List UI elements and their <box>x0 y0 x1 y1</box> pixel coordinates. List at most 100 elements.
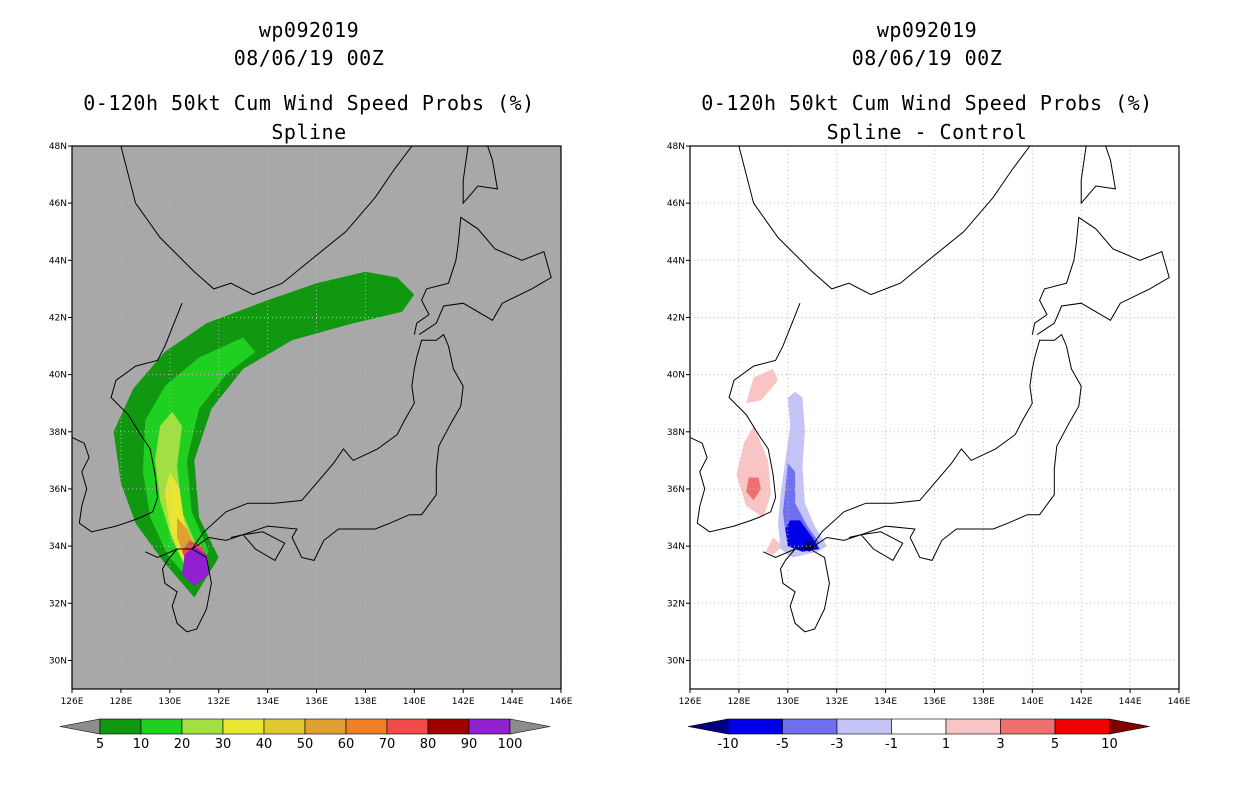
coastline <box>738 146 1031 296</box>
x-tick-label: 136E <box>923 697 946 707</box>
y-tick-label: 30N <box>49 656 67 666</box>
coastline <box>72 303 183 533</box>
y-tick-label: 46N <box>49 199 67 209</box>
y-tick-label: 42N <box>49 313 67 323</box>
coastline <box>191 333 464 561</box>
colorbar-label: 70 <box>379 737 396 752</box>
x-tick-label: 144E <box>1119 697 1142 707</box>
colorbar-box <box>945 718 1001 735</box>
coastline <box>763 548 830 633</box>
colorbar-label: 50 <box>297 737 314 752</box>
colorbar-box <box>727 718 783 735</box>
y-tick-label: 36N <box>667 485 685 495</box>
right-chart-panel: wp092019 08/06/19 00Z 0-120h 50kt Cum Wi… <box>618 0 1236 800</box>
colorbar-box <box>468 718 511 735</box>
colorbar-box <box>222 718 265 735</box>
colorbar-box <box>836 718 892 735</box>
x-tick-label: 138E <box>972 697 995 707</box>
x-tick-label: 134E <box>874 697 897 707</box>
y-tick-label: 40N <box>49 371 67 381</box>
colorbar-box <box>386 718 429 735</box>
difference-map: 126E 128E 130E 132E 134E 136E 138E 140E 142E 144E… <box>667 142 1191 752</box>
contour-region <box>746 477 761 501</box>
colorbar-box <box>263 718 306 735</box>
x-tick-label: 128E <box>109 697 132 707</box>
y-tick-label: 42N <box>667 313 685 323</box>
chart-title-metric: 0-120h 50kt Cum Wind Speed Probs (%) <box>701 91 1153 115</box>
x-tick-label: 138E <box>354 697 377 707</box>
coastline <box>462 146 499 205</box>
colorbar-box <box>1000 718 1056 735</box>
colorbar-box <box>1054 718 1110 735</box>
colorbar-under-arrow <box>59 718 101 735</box>
y-tick-label: 34N <box>667 542 685 552</box>
coastline <box>145 548 212 633</box>
x-tick-label: 128E <box>727 697 750 707</box>
plot-background <box>690 146 1179 689</box>
x-tick-label: 134E <box>256 697 279 707</box>
colorbar-label: 100 <box>498 737 523 752</box>
colorbar-label: 3 <box>996 737 1004 752</box>
x-tick-label: 126E <box>61 697 84 707</box>
x-tick-label: 146E <box>1168 697 1191 707</box>
contour-region <box>182 546 209 587</box>
y-tick-label: 30N <box>667 656 685 666</box>
colorbar-box <box>99 718 142 735</box>
y-tick-label: 36N <box>49 485 67 495</box>
y-tick-label: 34N <box>49 542 67 552</box>
x-tick-label: 140E <box>1021 697 1044 707</box>
x-tick-label: 144E <box>501 697 524 707</box>
colorbar-label: 20 <box>174 737 191 752</box>
y-tick-label: 44N <box>667 256 685 266</box>
contour-region <box>736 426 771 518</box>
x-tick-label: 126E <box>679 697 702 707</box>
x-tick-label: 142E <box>1070 697 1093 707</box>
colorbar-label: 30 <box>215 737 232 752</box>
x-tick-label: 130E <box>776 697 799 707</box>
y-tick-label: 48N <box>667 142 685 152</box>
colorbar-box <box>345 718 388 735</box>
colorbar-box <box>181 718 224 735</box>
chart-title-storm-id: wp092019 <box>258 18 360 42</box>
coastline <box>809 333 1082 561</box>
colorbar-label: 80 <box>420 737 437 752</box>
colorbar-label: 60 <box>338 737 355 752</box>
colorbar-box <box>140 718 183 735</box>
colorbar-label: -5 <box>776 737 789 752</box>
y-tick-label: 48N <box>49 142 67 152</box>
colorbar-label: 10 <box>133 737 150 752</box>
y-tick-label: 40N <box>667 371 685 381</box>
colorbar-label: 40 <box>256 737 273 752</box>
chart-title-variant: Spline - Control <box>826 120 1028 144</box>
colorbar-box <box>304 718 347 735</box>
probability-map: 126E 128E 130E 132E 134E 136E 138E 140E 142E 144E… <box>49 142 573 752</box>
contour-region <box>746 368 778 404</box>
chart-title-metric: 0-120h 50kt Cum Wind Speed Probs (%) <box>83 91 535 115</box>
x-tick-label: 146E <box>550 697 573 707</box>
chart-title-datetime: 08/06/19 00Z <box>851 46 1003 70</box>
y-tick-label: 32N <box>49 599 67 609</box>
x-tick-label: 130E <box>158 697 181 707</box>
coastline <box>690 303 801 533</box>
colorbar-label: 1 <box>942 737 950 752</box>
colorbar-label: -1 <box>885 737 898 752</box>
coastline <box>1031 216 1170 336</box>
chart-title-variant: Spline <box>271 120 347 144</box>
colorbar-label: -3 <box>831 737 844 752</box>
colorbar-over-arrow <box>509 718 551 735</box>
x-tick-label: 136E <box>305 697 328 707</box>
colorbar-label: 90 <box>461 737 478 752</box>
colorbar-label: -10 <box>717 737 738 752</box>
coastline <box>120 146 413 296</box>
x-tick-label: 142E <box>452 697 475 707</box>
y-tick-label: 46N <box>667 199 685 209</box>
colorbar-over-arrow <box>1109 718 1150 735</box>
colorbar-label: 5 <box>96 737 104 752</box>
x-tick-label: 140E <box>403 697 426 707</box>
left-chart-panel: wp092019 08/06/19 00Z 0-120h 50kt Cum Wi… <box>49 18 573 752</box>
chart-title-datetime: 08/06/19 00Z <box>233 46 385 70</box>
y-tick-label: 38N <box>667 428 685 438</box>
colorbar-box <box>427 718 470 735</box>
chart-title-storm-id: wp092019 <box>876 18 978 42</box>
coastline <box>1080 146 1117 205</box>
